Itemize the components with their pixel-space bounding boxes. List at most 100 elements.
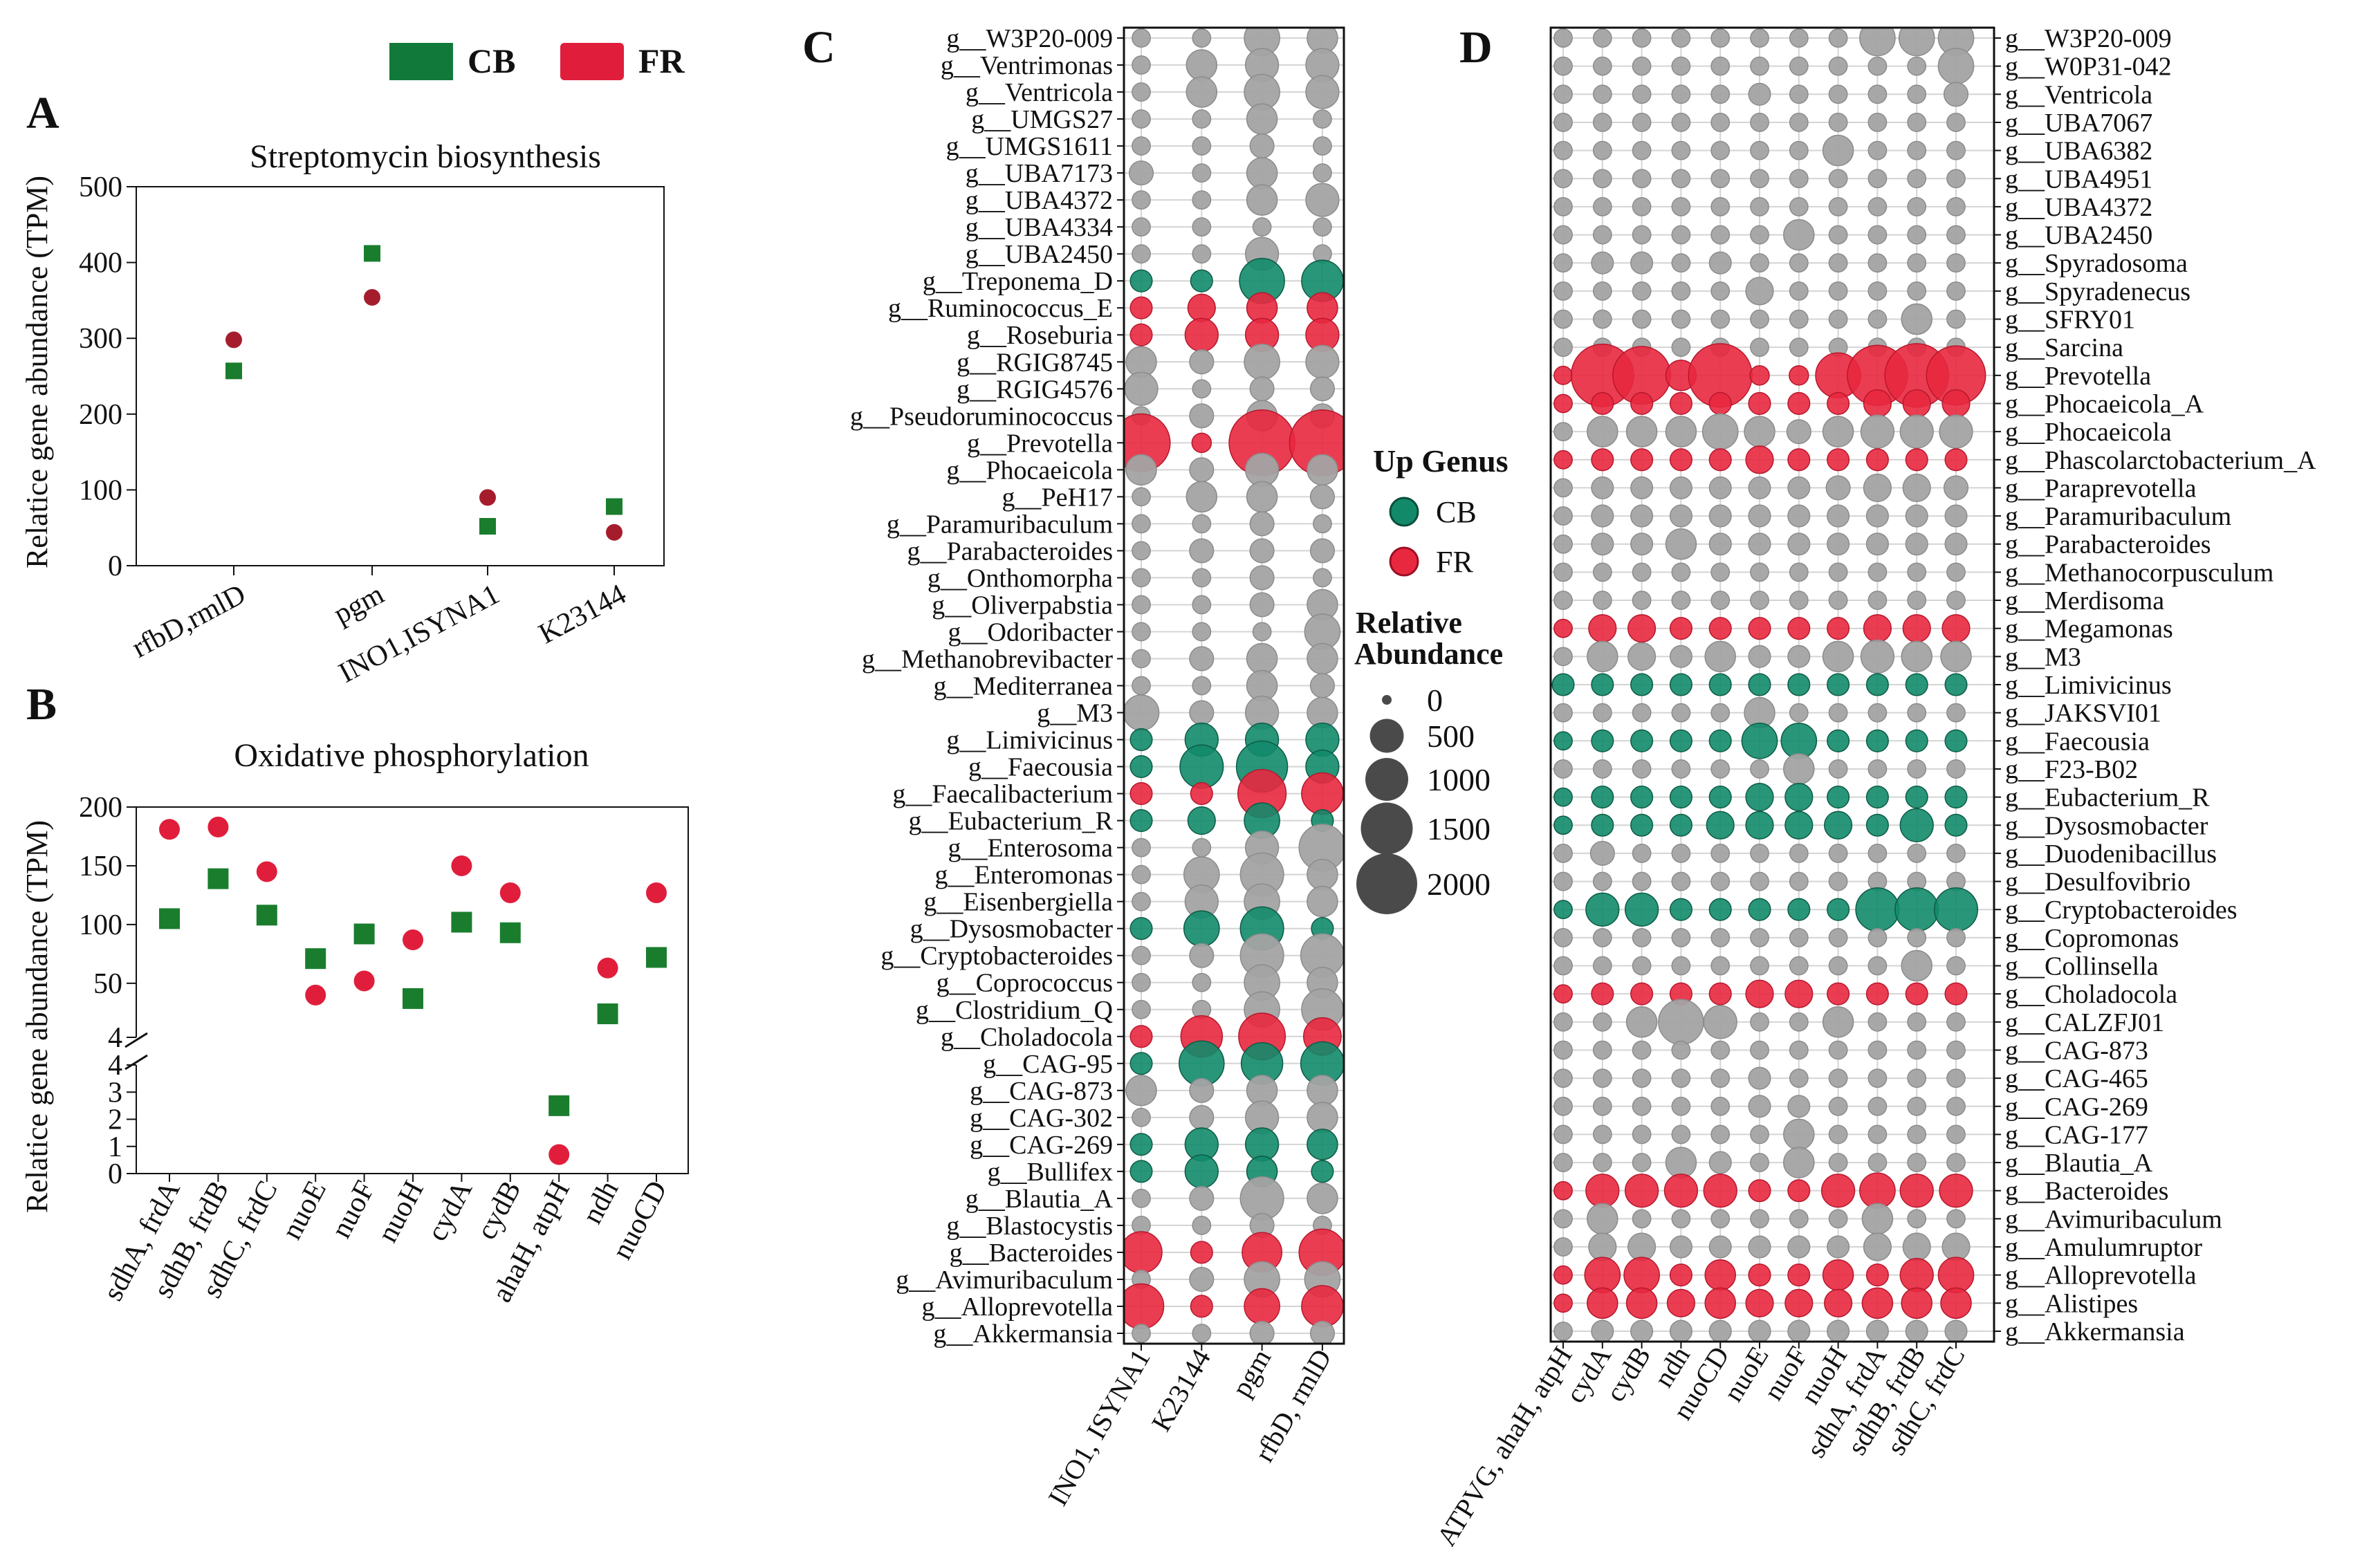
panel-c-bubble-neutral (1189, 349, 1215, 375)
panel-d-bubble-neutral (1863, 473, 1892, 503)
panel-d-bubble-neutral (1632, 844, 1652, 863)
panel-c-bubble-neutral (1246, 481, 1278, 513)
panel-d-bubble-neutral (1907, 281, 1927, 301)
panel-d-bubble-neutral (1591, 476, 1614, 499)
panel-c-bubble-neutral (1132, 109, 1151, 129)
panel-letter-a: A (26, 88, 59, 138)
panel-d-genus-label: g__CAG-269 (2005, 1093, 2148, 1122)
panel-d-bubble-neutral (1592, 871, 1612, 891)
panel-c-bubble-neutral (1309, 1320, 1335, 1344)
panel-d-bubble-neutral (1665, 416, 1697, 447)
panel-d-bubble-neutral (1867, 140, 1888, 160)
panel-d-bubble-neutral (1588, 1232, 1617, 1261)
panel-c-genus-label: g__Treponema_D (923, 267, 1113, 296)
panel-c-bubble-neutral (1249, 376, 1275, 402)
panel-d-bubble-neutral (1863, 1232, 1892, 1261)
panel-d-bubble-neutral (1671, 337, 1691, 358)
panel-d-bubble-neutral (1946, 591, 1966, 610)
panel-c-bubble-neutral (1246, 184, 1278, 216)
panel-d-bubble-neutral (1632, 591, 1652, 610)
panel-d-bubble-neutral (1553, 337, 1573, 358)
panel-c-bubble-neutral (1186, 76, 1218, 108)
panel-c-bubble-fr (1129, 296, 1153, 319)
panel-d-bubble-neutral (1783, 1118, 1815, 1151)
panel-d-bubble-neutral (1553, 169, 1573, 189)
panel-d-bubble-cb (1591, 786, 1614, 809)
panel-d-bubble-fr (1708, 448, 1732, 472)
panel-c-bubble-neutral (1132, 1107, 1151, 1127)
panel-c-bubble-neutral (1309, 538, 1335, 564)
panel-d-bubble-fr (1823, 1288, 1853, 1317)
panel-c-bubble-neutral (1309, 376, 1335, 402)
panel-a-point-cb (364, 245, 380, 262)
panel-d-bubble-neutral (1907, 1096, 1927, 1116)
panel-c-bubble-neutral (1125, 1075, 1157, 1106)
panel-c-bubble-neutral (1132, 1324, 1151, 1343)
panel-d-bubble-neutral (1946, 956, 1966, 976)
panel-d-bubble-neutral (1822, 416, 1854, 447)
panel-d-bubble-neutral (1632, 871, 1652, 891)
panel-d-bubble-neutral (1789, 169, 1809, 189)
panel-d-bubble-neutral (1553, 197, 1573, 216)
panel-d-bubble-neutral (1907, 844, 1927, 863)
panel-c-genus-label: g__Dysosmobacter (910, 915, 1114, 944)
panel-d-bubble-neutral (1946, 113, 1966, 132)
panel-d-bubble-cb (1748, 673, 1771, 696)
panel-d-bubble-neutral (1750, 253, 1769, 273)
panel-d-bubble-neutral (1787, 1235, 1811, 1259)
panel-d-bubble-neutral (1860, 414, 1895, 449)
panel-d-bubble-fr (1865, 448, 1889, 472)
panel-d-bubble-neutral (1901, 303, 1932, 335)
panel-c-bubble-neutral (1312, 163, 1332, 183)
panel-c-bubble-fr (1244, 1288, 1280, 1325)
panel-d-bubble-neutral (1787, 476, 1811, 499)
panel-d-bubble-cb (1865, 729, 1889, 752)
panel-d-bubble-fr (1787, 391, 1811, 416)
panel-c-bubble-cb (1129, 755, 1153, 779)
panel-d-bubble-neutral (1748, 1066, 1771, 1090)
panel-d-bubble-fr (1784, 1288, 1814, 1317)
panel-d-bubble-neutral (1789, 113, 1809, 132)
panel-c-genus-label: g__CAG-95 (983, 1050, 1113, 1079)
panel-d-bubble-neutral (1828, 113, 1848, 132)
panel-d-bubble-neutral (1710, 225, 1731, 245)
panel-d-bubble-cb (1827, 898, 1850, 921)
panel-letter-c: C (802, 22, 836, 73)
panel-b-ytick-label: 100 (79, 909, 122, 941)
panel-d-bubble-neutral (1669, 1235, 1692, 1259)
panel-b-point-cb (159, 908, 180, 929)
panel-c-xtick-label: pgm (1226, 1344, 1277, 1402)
panel-c-bubble-neutral (1132, 28, 1151, 48)
panel-d-bubble-cb (1553, 900, 1573, 920)
panel-d-bubble-neutral (1861, 1203, 1894, 1235)
panel-d-bubble-fr (1669, 617, 1692, 640)
panel-d-bubble-neutral (1592, 56, 1612, 76)
panel-c-bubble-neutral (1192, 244, 1212, 264)
panel-c-bubble-neutral (1305, 344, 1340, 379)
panel-c-genus-label: g__Methanobrevibacter (862, 645, 1113, 674)
panel-c-bubble-neutral (1192, 109, 1212, 129)
panel-d-bubble-neutral (1787, 504, 1811, 528)
panel-d-genus-label: g__Dysosmobacter (2005, 811, 2208, 840)
panel-c-bubble-fr (1129, 323, 1153, 346)
panel-d-bubble-fr (1905, 982, 1928, 1006)
panel-d-bubble-neutral (1822, 134, 1854, 167)
panel-d-bubble-neutral (1828, 1040, 1848, 1060)
panel-d-bubble-fr (1553, 365, 1573, 385)
panel-d-genus-label: g__Avimuribaculum (2005, 1205, 2222, 1234)
panel-c-genus-label: g__Akkermansia (933, 1319, 1113, 1349)
panel-c-bubble-cb (1129, 1052, 1153, 1075)
panel-d-bubble-neutral (1750, 28, 1769, 48)
panel-d-bubble-neutral (1828, 1153, 1848, 1172)
panel-a-point-cb (225, 362, 242, 380)
panel-b-title: Oxidative phosphorylation (234, 737, 589, 774)
panel-d-bubble-neutral (1553, 1040, 1573, 1060)
panel-c-bubble-neutral (1249, 565, 1275, 591)
panel-d-bubble-neutral (1553, 56, 1573, 76)
panel-d-bubble-cb (1865, 786, 1889, 809)
panel-d-bubble-fr (1748, 391, 1771, 416)
panel-b-ylabel: Relatice gene abundance (TPM) (20, 820, 54, 1213)
panel-d-bubble-neutral (1592, 927, 1612, 947)
panel-c-bubble-neutral (1252, 622, 1272, 642)
panel-d-bubble-fr (1749, 365, 1770, 386)
